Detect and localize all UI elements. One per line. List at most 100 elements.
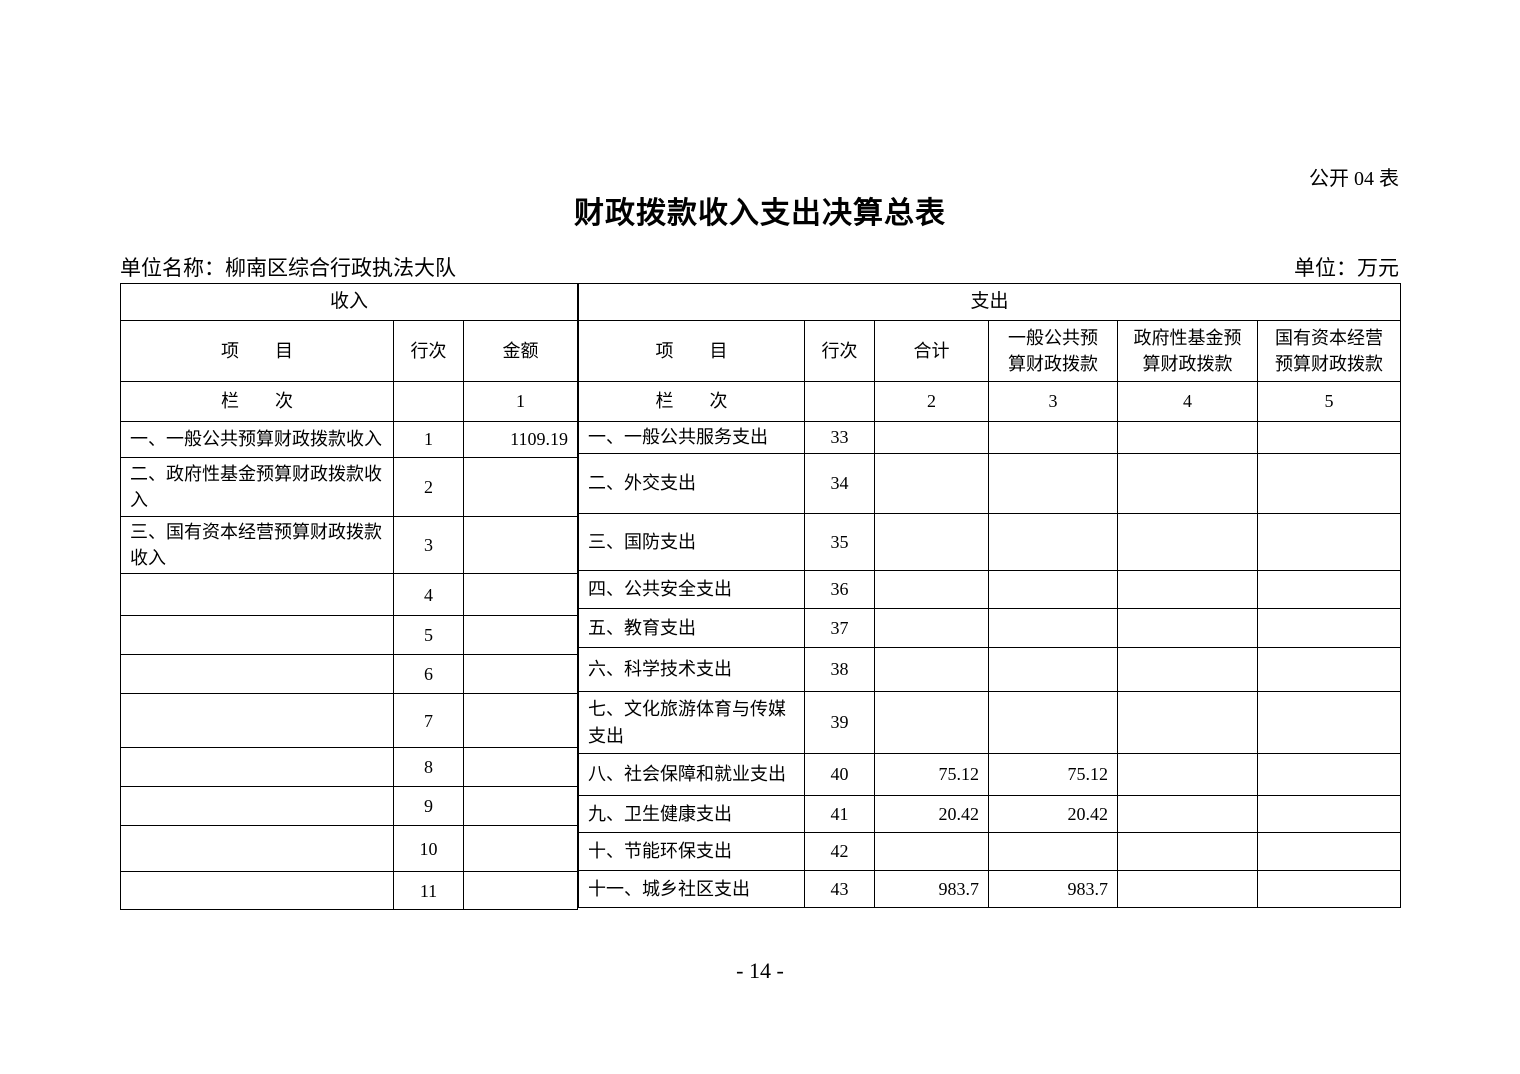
meta-row: 单位名称：柳南区综合行政执法大队 单位：万元 [120, 252, 1399, 282]
expense-row: 一、一般公共服务支出 33 [578, 421, 1401, 454]
income-row-line: 4 [393, 573, 464, 617]
income-row: 6 [120, 654, 578, 695]
income-row-line: 1 [393, 421, 464, 458]
expense-row-item: 四、公共安全支出 [578, 570, 805, 609]
expense-table: 支出 项 目 行次 合计 一般公共预 算财政拨款 政府性基金预 算财政拨款 国有… [578, 283, 1401, 908]
expense-row-general [988, 832, 1118, 871]
expense-row-line: 34 [804, 453, 875, 514]
expense-row-govfund [1117, 753, 1258, 796]
expense-row-item: 一、一般公共服务支出 [578, 421, 805, 454]
expense-row-item: 八、社会保障和就业支出 [578, 753, 805, 796]
expense-row: 十一、城乡社区支出 43 983.7 983.7 [578, 870, 1401, 908]
income-row-amount [463, 871, 578, 911]
expense-row-general [988, 453, 1118, 514]
expense-colindex-general: 3 [988, 381, 1118, 422]
expense-colindex-total: 2 [874, 381, 989, 422]
income-row-amount [463, 615, 578, 656]
income-row-amount [463, 786, 578, 827]
income-row: 11 [120, 871, 578, 911]
income-row-item [120, 615, 394, 656]
expense-row-total [874, 832, 989, 871]
income-row-item [120, 654, 394, 695]
expense-row-line: 36 [804, 570, 875, 609]
expense-row: 三、国防支出 35 [578, 513, 1401, 571]
income-row: 一、一般公共预算财政拨款收入 1 1109.19 [120, 421, 578, 458]
income-row-line: 2 [393, 457, 464, 517]
expense-row: 七、文化旅游体育与传媒 支出 39 [578, 691, 1401, 754]
income-table: 收入 项 目 行次 金额 栏 次 1 一、一般公共预算财政拨款收入 1 1109… [120, 283, 578, 911]
expense-row-general: 983.7 [988, 870, 1118, 908]
budget-table: 收入 项 目 行次 金额 栏 次 1 一、一般公共预算财政拨款收入 1 1109… [120, 283, 1401, 911]
income-section-header: 收入 [120, 283, 578, 321]
expense-row-govfund [1117, 453, 1258, 514]
page-title: 财政拨款收入支出决算总表 [574, 197, 946, 230]
expense-row-statecap [1257, 691, 1401, 754]
income-row-amount [463, 573, 578, 617]
expense-general-header: 一般公共预 算财政拨款 [988, 320, 1118, 382]
expense-row-line: 41 [804, 795, 875, 833]
income-row: 10 [120, 825, 578, 873]
income-row-amount [463, 693, 578, 749]
expense-row-govfund [1117, 870, 1258, 908]
expense-row-govfund [1117, 832, 1258, 871]
expense-row: 五、教育支出 37 [578, 608, 1401, 648]
expense-row-total [874, 453, 989, 514]
expense-row-item: 九、卫生健康支出 [578, 795, 805, 833]
expense-row: 九、卫生健康支出 41 20.42 20.42 [578, 795, 1401, 833]
expense-row-govfund [1117, 795, 1258, 833]
expense-colindex-line [804, 381, 875, 422]
expense-row: 八、社会保障和就业支出 40 75.12 75.12 [578, 753, 1401, 796]
expense-row-govfund [1117, 608, 1258, 648]
expense-row-line: 38 [804, 647, 875, 692]
expense-colindex-statecap: 5 [1257, 381, 1401, 422]
income-row-line: 3 [393, 515, 464, 575]
expense-row-general: 75.12 [988, 753, 1118, 796]
expense-row-general [988, 570, 1118, 609]
expense-row-total [874, 608, 989, 648]
expense-row-item: 十一、城乡社区支出 [578, 870, 805, 908]
income-row: 8 [120, 747, 578, 788]
income-row-item [120, 825, 394, 873]
expense-row-general [988, 421, 1118, 454]
expense-colindex-label: 栏 次 [578, 381, 805, 422]
expense-row-total [874, 570, 989, 609]
expense-line-header: 行次 [804, 320, 875, 382]
income-row-amount [463, 825, 578, 873]
expense-govfund-header: 政府性基金预 算财政拨款 [1117, 320, 1258, 382]
expense-row-statecap [1257, 795, 1401, 833]
income-amount-header: 金额 [463, 320, 578, 382]
income-row-item: 三、国有资本经营预算财政拨款 收入 [120, 515, 394, 575]
income-row-item [120, 693, 394, 749]
expense-section-header: 支出 [578, 283, 1401, 321]
income-row-line: 8 [393, 747, 464, 788]
unit-label: 单位：万元 [1294, 256, 1399, 280]
expense-row-total: 983.7 [874, 870, 989, 908]
expense-row-general [988, 608, 1118, 648]
expense-row-line: 42 [804, 832, 875, 871]
income-row-item [120, 747, 394, 788]
expense-row-total: 20.42 [874, 795, 989, 833]
expense-row-govfund [1117, 513, 1258, 571]
expense-row-govfund [1117, 421, 1258, 454]
income-row-line: 10 [393, 825, 464, 873]
expense-row-total [874, 691, 989, 754]
expense-row-line: 40 [804, 753, 875, 796]
expense-row-line: 33 [804, 421, 875, 454]
expense-row-item: 六、科学技术支出 [578, 647, 805, 692]
income-row: 9 [120, 786, 578, 827]
income-row-item [120, 573, 394, 617]
income-row-item [120, 786, 394, 827]
form-code-label: 公开 04 表 [1309, 168, 1399, 190]
expense-total-header: 合计 [874, 320, 989, 382]
expense-item-header: 项 目 [578, 320, 805, 382]
expense-row-statecap [1257, 870, 1401, 908]
income-row-amount [463, 747, 578, 788]
expense-statecap-header: 国有资本经营 预算财政拨款 [1257, 320, 1401, 382]
income-row-line: 5 [393, 615, 464, 656]
income-item-header: 项 目 [120, 320, 394, 382]
expense-row: 六、科学技术支出 38 [578, 647, 1401, 692]
income-row-item: 一、一般公共预算财政拨款收入 [120, 421, 394, 458]
income-row-amount: 1109.19 [463, 421, 578, 458]
expense-row-item: 三、国防支出 [578, 513, 805, 571]
